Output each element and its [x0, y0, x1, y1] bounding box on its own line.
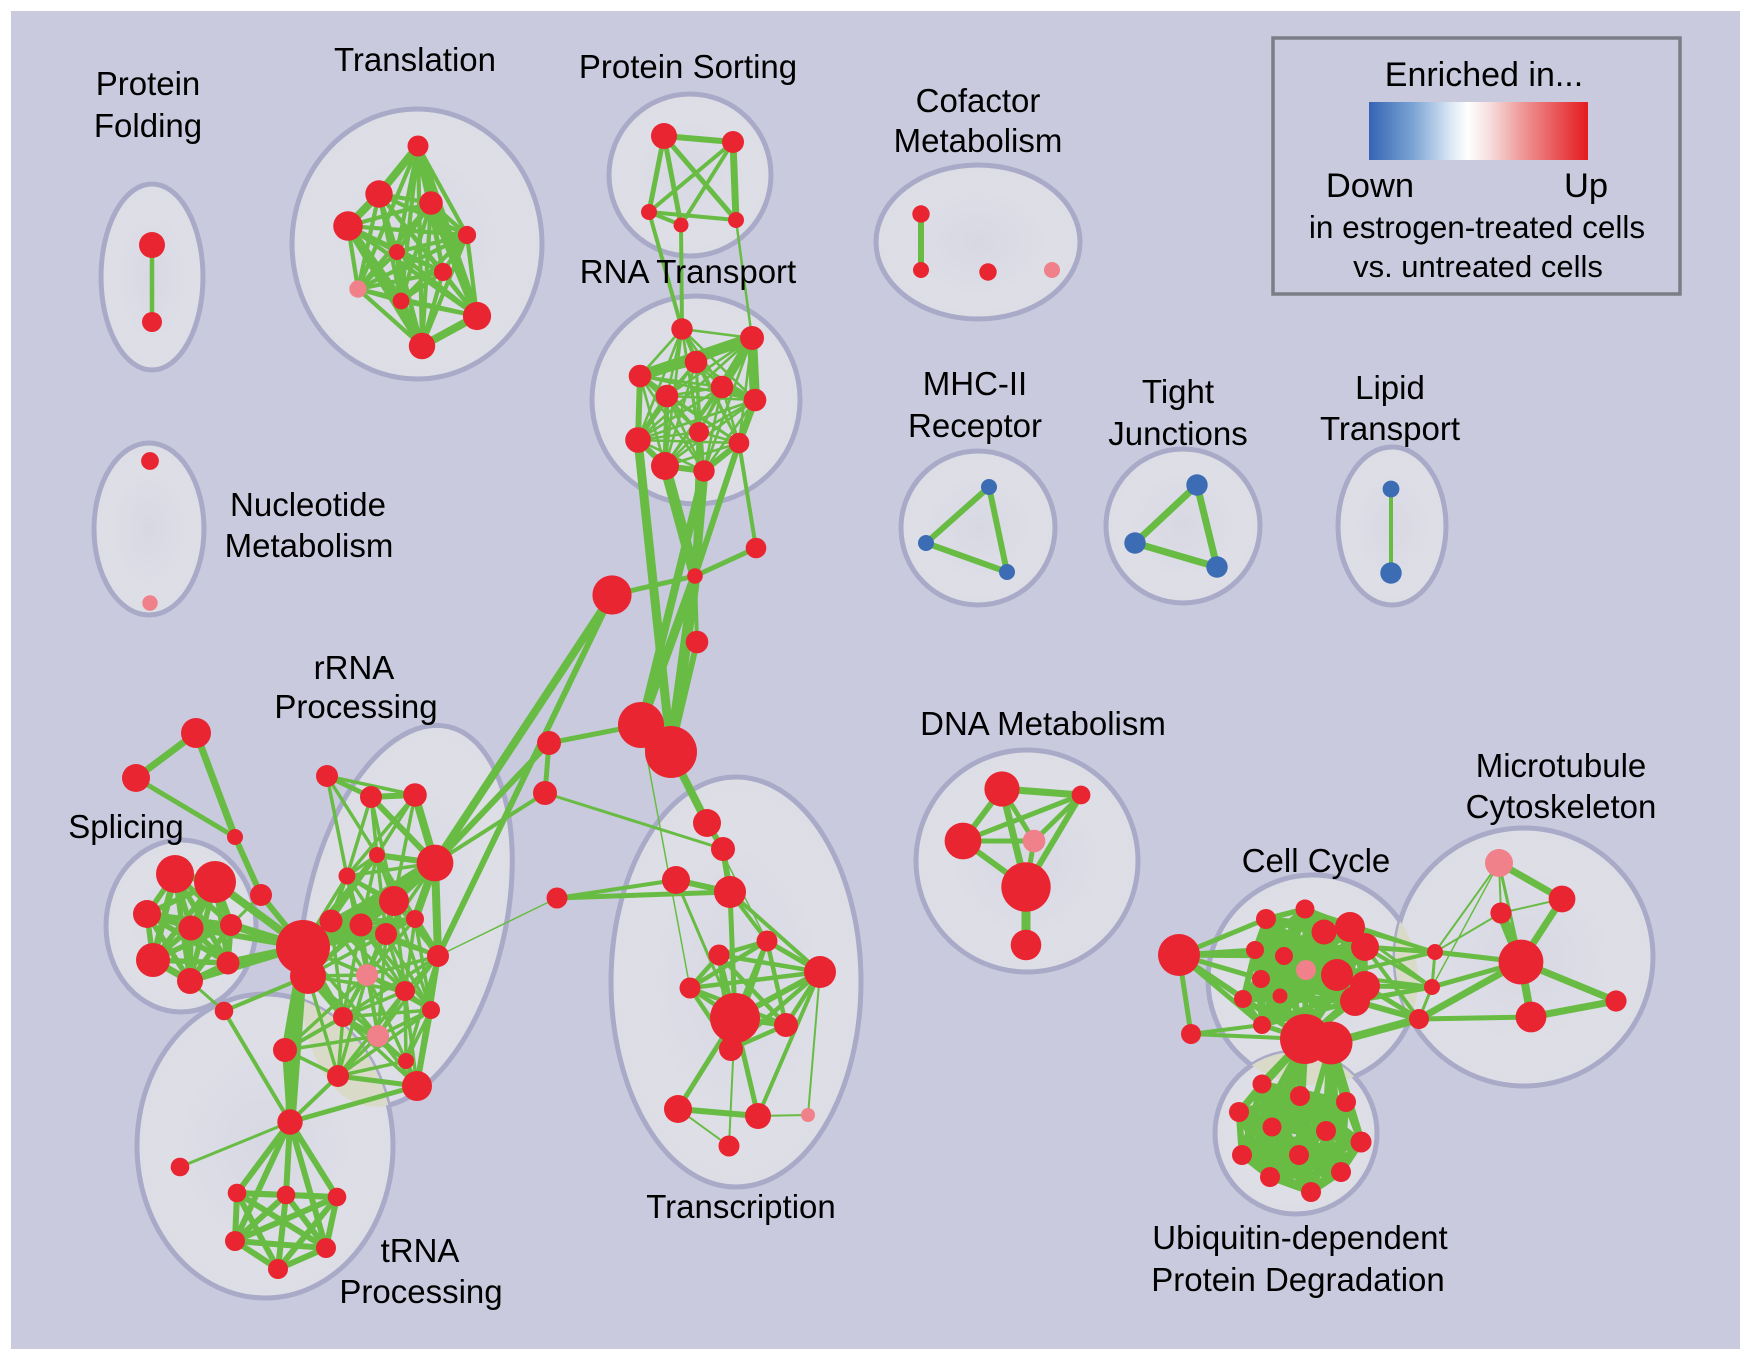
- svg-text:Microtubule: Microtubule: [1476, 747, 1647, 784]
- svg-text:Processing: Processing: [274, 688, 437, 725]
- svg-text:Cell Cycle: Cell Cycle: [1242, 842, 1391, 879]
- svg-text:MHC-II: MHC-II: [923, 365, 1027, 402]
- svg-text:Protein Degradation: Protein Degradation: [1151, 1261, 1445, 1298]
- svg-text:Splicing: Splicing: [68, 808, 184, 845]
- svg-text:RNA Transport: RNA Transport: [580, 253, 796, 290]
- svg-text:rRNA: rRNA: [314, 649, 395, 686]
- svg-text:tRNA: tRNA: [381, 1232, 460, 1269]
- svg-text:Cofactor: Cofactor: [916, 82, 1041, 119]
- svg-text:Enriched in...: Enriched in...: [1385, 56, 1583, 94]
- svg-text:Translation: Translation: [334, 41, 496, 78]
- svg-text:Nucleotide: Nucleotide: [230, 486, 386, 523]
- svg-text:Tight: Tight: [1142, 373, 1214, 410]
- svg-text:DNA Metabolism: DNA Metabolism: [920, 705, 1166, 742]
- svg-text:Junctions: Junctions: [1108, 415, 1247, 452]
- svg-text:Cytoskeleton: Cytoskeleton: [1466, 788, 1657, 825]
- svg-text:Ubiquitin-dependent: Ubiquitin-dependent: [1152, 1219, 1447, 1256]
- svg-text:Transport: Transport: [1320, 410, 1460, 447]
- svg-text:Protein Sorting: Protein Sorting: [579, 48, 797, 85]
- svg-text:Processing: Processing: [339, 1273, 502, 1310]
- svg-text:Lipid: Lipid: [1355, 369, 1425, 406]
- svg-text:Metabolism: Metabolism: [894, 122, 1063, 159]
- svg-text:Down: Down: [1326, 167, 1414, 205]
- svg-text:vs. untreated cells: vs. untreated cells: [1353, 249, 1603, 284]
- svg-text:Folding: Folding: [94, 107, 202, 144]
- svg-text:Receptor: Receptor: [908, 407, 1042, 444]
- svg-text:Metabolism: Metabolism: [225, 527, 394, 564]
- svg-text:Transcription: Transcription: [646, 1188, 836, 1225]
- svg-text:in estrogen-treated cells: in estrogen-treated cells: [1309, 209, 1645, 245]
- svg-text:Up: Up: [1564, 167, 1608, 205]
- svg-text:Protein: Protein: [96, 65, 201, 102]
